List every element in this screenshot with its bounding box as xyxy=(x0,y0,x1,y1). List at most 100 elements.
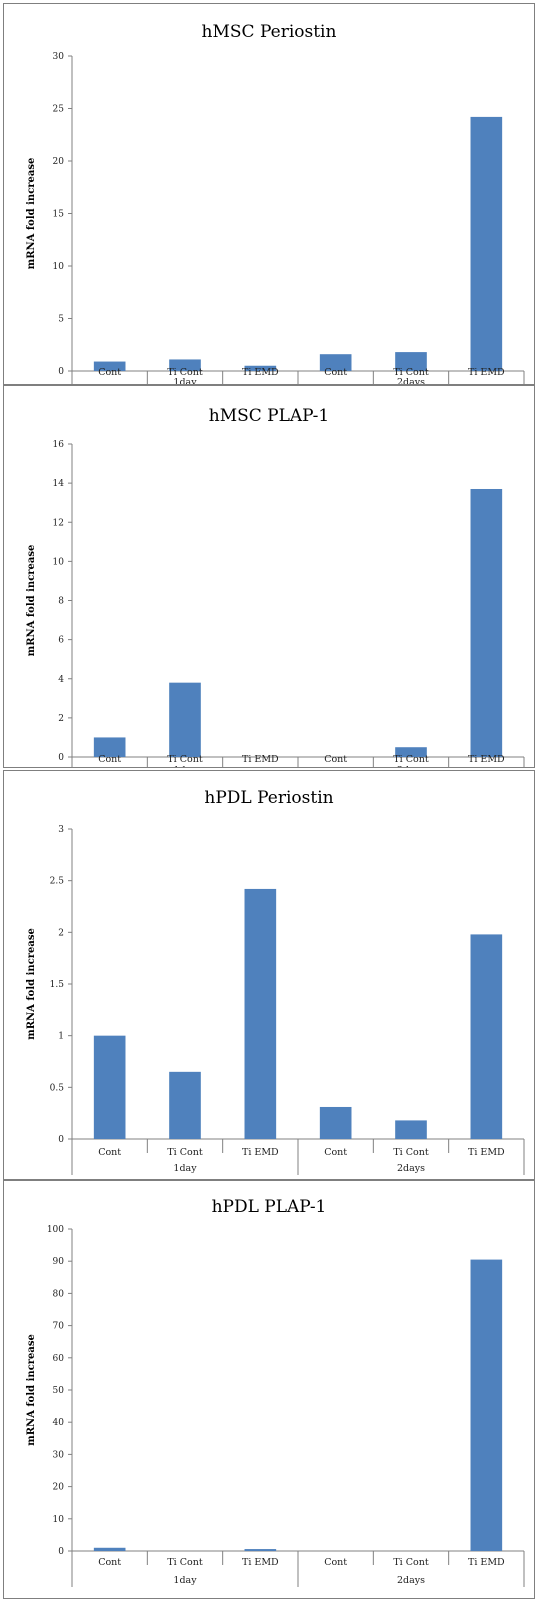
y-tick-label: 0 xyxy=(58,1547,64,1557)
chart-panel-2: hMSC PLAP-1 mRNA fold increase 0 2 4 6 8 10 12 14… xyxy=(3,385,535,768)
y-tick-label: 0.5 xyxy=(50,1083,65,1093)
category-label: Ti Cont xyxy=(167,367,203,378)
y-tick-label: 15 xyxy=(53,210,65,220)
y-tick-label: 0 xyxy=(58,367,64,377)
group-label: 2days xyxy=(397,765,425,767)
group-label: 2days xyxy=(397,1163,425,1174)
y-axis-label: mRNA fold increase xyxy=(26,158,37,270)
y-tick-label: 0 xyxy=(58,753,64,763)
chart-panel-3: hPDL Periostin mRNA fold increase 0 0.5 1 1.5… xyxy=(3,770,535,1180)
bar xyxy=(93,361,126,371)
category-label: Ti Cont xyxy=(167,754,203,765)
bar xyxy=(470,934,503,1139)
chart-svg-3: hPDL Periostin mRNA fold increase 0 0.5 1 1.5… xyxy=(26,788,525,1175)
bar xyxy=(93,1035,126,1139)
category-label: Cont xyxy=(324,754,347,765)
bar xyxy=(470,1259,503,1551)
group-label: 1day xyxy=(173,377,197,384)
y-tick-label: 80 xyxy=(53,1289,65,1299)
bar xyxy=(169,359,201,371)
chart-svg-4: hPDL PLAP-1 mRNA fold increase 0 10 20 30 40 50… xyxy=(26,1197,525,1587)
category-label: Ti Cont xyxy=(393,367,429,378)
bar xyxy=(169,1071,201,1139)
bar xyxy=(319,1106,352,1139)
bar xyxy=(395,352,427,371)
bar xyxy=(244,1549,277,1551)
bar xyxy=(395,747,427,757)
y-tick-label: 14 xyxy=(53,479,65,489)
category-label: Cont xyxy=(324,1147,347,1158)
category-label: Cont xyxy=(98,1147,121,1158)
chart-panel-1: hMSC Periostin mRNA fold increase 0 5 10 15 20… xyxy=(3,3,535,385)
bar xyxy=(169,682,201,757)
category-label: Ti EMD xyxy=(242,367,279,378)
y-tick-label: 16 xyxy=(53,440,65,450)
y-tick-label: 30 xyxy=(53,1450,65,1460)
category-label: Ti EMD xyxy=(468,754,505,765)
y-tick-label: 2 xyxy=(58,928,64,938)
y-tick-label: 2 xyxy=(58,714,64,724)
y-tick-label: 30 xyxy=(53,52,65,62)
y-tick-label: 1 xyxy=(58,1032,64,1042)
category-label: Ti EMD xyxy=(242,1557,279,1568)
y-axis-label: mRNA fold increase xyxy=(26,545,37,657)
y-tick-label: 20 xyxy=(53,157,65,167)
y-tick-label: 10 xyxy=(53,262,65,272)
y-tick-label: 5 xyxy=(58,315,64,325)
bar xyxy=(470,116,503,372)
y-tick-label: 60 xyxy=(53,1354,65,1364)
chart-svg-1: hMSC Periostin mRNA fold increase 0 5 10 15 20… xyxy=(26,22,525,384)
category-label: Cont xyxy=(98,367,121,378)
y-tick-label: 4 xyxy=(58,675,64,685)
category-label: Ti Cont xyxy=(167,1147,203,1158)
category-label: Ti Cont xyxy=(393,1147,429,1158)
category-label: Cont xyxy=(98,754,121,765)
y-tick-label: 12 xyxy=(53,518,64,528)
bar xyxy=(319,354,352,371)
category-label: Ti EMD xyxy=(468,367,505,378)
bar xyxy=(244,888,277,1139)
bar xyxy=(244,365,277,371)
y-tick-label: 40 xyxy=(53,1418,65,1428)
category-label: Cont xyxy=(98,1557,121,1568)
chart-svg-2: hMSC PLAP-1 mRNA fold increase 0 2 4 6 8 10 12 14… xyxy=(26,406,525,767)
y-tick-label: 8 xyxy=(58,597,64,607)
bar xyxy=(93,737,126,757)
y-tick-label: 20 xyxy=(53,1483,65,1493)
chart-title: hMSC Periostin xyxy=(202,22,337,42)
bar xyxy=(395,1120,427,1139)
category-label: Ti Cont xyxy=(393,1557,429,1568)
bar xyxy=(93,1547,126,1551)
category-label: Ti EMD xyxy=(468,1147,505,1158)
group-label: 1day xyxy=(173,1163,197,1174)
y-tick-label: 6 xyxy=(58,636,64,646)
y-tick-label: 1.5 xyxy=(50,980,65,990)
chart-panel-4: hPDL PLAP-1 mRNA fold increase 0 10 20 30 40 50… xyxy=(3,1180,535,1599)
y-tick-label: 3 xyxy=(58,825,64,835)
category-label: Ti EMD xyxy=(242,1147,279,1158)
group-label: 1day xyxy=(173,765,197,767)
y-axis-label: mRNA fold increase xyxy=(26,928,37,1040)
y-tick-label: 70 xyxy=(53,1322,65,1332)
category-label: Cont xyxy=(324,1557,347,1568)
bar xyxy=(470,488,503,757)
chart-title: hMSC PLAP-1 xyxy=(209,406,330,426)
y-tick-label: 0 xyxy=(58,1135,64,1145)
y-axis-label: mRNA fold increase xyxy=(26,1334,37,1446)
group-label: 2days xyxy=(397,377,425,384)
category-label: Ti EMD xyxy=(242,754,279,765)
category-label: Ti EMD xyxy=(468,1557,505,1568)
y-tick-label: 100 xyxy=(47,1225,64,1235)
y-tick-label: 10 xyxy=(53,557,65,567)
category-label: Ti Cont xyxy=(167,1557,203,1568)
y-tick-label: 25 xyxy=(53,105,65,115)
group-label: 2days xyxy=(397,1575,425,1586)
group-label: 1day xyxy=(173,1575,197,1586)
y-tick-label: 90 xyxy=(53,1257,65,1267)
y-tick-label: 50 xyxy=(53,1386,65,1396)
chart-title: hPDL Periostin xyxy=(204,788,333,808)
category-label: Ti Cont xyxy=(393,754,429,765)
y-tick-label: 10 xyxy=(53,1515,65,1525)
category-label: Cont xyxy=(324,367,347,378)
y-tick-label: 2.5 xyxy=(50,877,65,887)
